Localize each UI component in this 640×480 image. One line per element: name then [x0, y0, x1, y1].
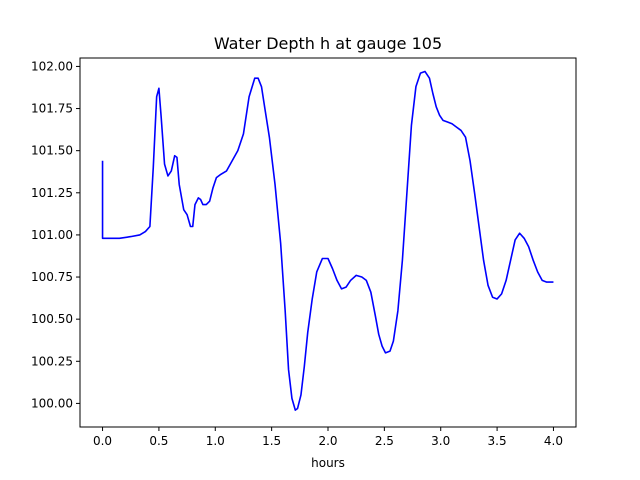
x-tick-label: 2.5 [375, 434, 394, 448]
y-tick-label: 101.50 [31, 144, 73, 158]
y-axis: 100.00 100.25 100.50 100.75 101.00 101.25 101.… [31, 59, 80, 410]
y-tick-label: 100.75 [31, 270, 73, 284]
x-tick-label: 1.0 [206, 434, 225, 448]
chart-title: Water Depth h at gauge 105 [214, 34, 442, 53]
x-axis-label: hours [311, 456, 345, 470]
y-tick-label: 100.00 [31, 396, 73, 410]
y-tick-label: 100.25 [31, 354, 73, 368]
x-tick-label: 4.0 [544, 434, 563, 448]
y-tick-label: 101.00 [31, 228, 73, 242]
x-tick-label: 0.0 [93, 434, 112, 448]
y-tick-label: 101.25 [31, 186, 73, 200]
x-tick-label: 2.0 [318, 434, 337, 448]
plot-area [79, 57, 577, 428]
y-tick-label: 101.75 [31, 102, 73, 116]
y-tick-label: 102.00 [31, 59, 73, 73]
x-tick-label: 1.5 [262, 434, 281, 448]
y-tick-label: 100.50 [31, 312, 73, 326]
plot-frame [79, 57, 577, 428]
x-tick-label: 0.5 [149, 434, 168, 448]
x-tick-label: 3.5 [488, 434, 507, 448]
series-line-0 [101, 70, 554, 411]
x-tick-label: 3.0 [431, 434, 450, 448]
x-axis: 0.0 0.5 1.0 1.5 2.0 2.5 3.0 3.5 4.0 [93, 427, 563, 448]
